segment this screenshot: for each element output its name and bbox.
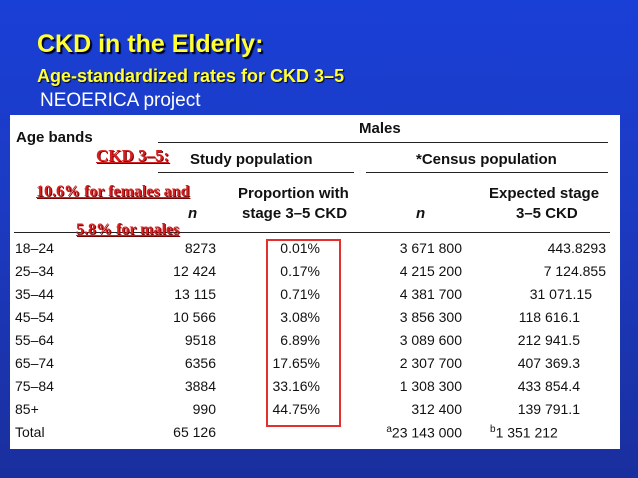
- study-n-cell: 9518: [184, 332, 216, 348]
- age-band-cell: 65–74: [15, 355, 54, 371]
- expected-cell: 212 941.5: [517, 332, 580, 348]
- age-band-cell: 85+: [15, 401, 39, 417]
- total-study-n: 65 126: [173, 424, 216, 440]
- census-n-cell: 4 381 700: [399, 286, 462, 302]
- study-n-cell: 6356: [184, 355, 216, 371]
- females-annotation: 10.6% for females and: [36, 183, 190, 200]
- expected-header-line1: Expected stage: [489, 185, 600, 202]
- slide-title: CKD in the Elderly:: [37, 30, 264, 58]
- proportion-cell: 0.71%: [280, 286, 320, 302]
- study-n-cell: 10 566: [173, 309, 216, 325]
- study-n-cell: 13 115: [174, 286, 216, 302]
- proportion-cell: 0.17%: [280, 263, 320, 279]
- project-name: NEOERICA project: [40, 90, 201, 111]
- expected-cell: 31 071.15: [529, 286, 592, 302]
- census-n-cell: 3 089 600: [399, 332, 462, 348]
- expected-cell: 443.8293: [547, 240, 606, 256]
- census-n-cell: 3 671 800: [399, 240, 462, 256]
- study-n-cell: 3884: [184, 378, 216, 394]
- study-rule: [158, 172, 354, 173]
- males-rule: [158, 142, 608, 143]
- proportion-cell: 0.01%: [280, 240, 320, 256]
- census-rule: [366, 172, 608, 173]
- expected-cell: 139 791.1: [517, 401, 580, 417]
- study-population-header: Study population: [190, 151, 313, 168]
- study-n-cell: 990: [192, 401, 216, 417]
- total-label: Total: [15, 424, 45, 440]
- census-n-cell: 3 856 300: [399, 309, 462, 325]
- study-n-header: n: [188, 205, 198, 222]
- total-expected-value: 1 351 212: [495, 424, 558, 441]
- proportion-cell: 17.65%: [272, 355, 320, 371]
- proportion-cell: 3.08%: [280, 309, 320, 325]
- expected-cell: 433 854.4: [517, 378, 580, 394]
- census-n-cell: 312 400: [411, 401, 462, 417]
- expected-cell: 407 369.3: [517, 355, 580, 371]
- census-n-cell: 4 215 200: [399, 263, 462, 279]
- census-n-header: n: [416, 205, 426, 222]
- census-population-header: *Census population: [416, 151, 557, 168]
- proportion-header-line1: Proportion with: [238, 185, 349, 202]
- age-band-cell: 75–84: [15, 378, 54, 394]
- slide-subtitle: Age-standardized rates for CKD 3–5: [37, 66, 345, 86]
- age-band-cell: 25–34: [15, 263, 54, 279]
- total-expected: b1 351 212: [490, 424, 558, 441]
- study-n-cell: 8273: [184, 240, 216, 256]
- ckd-annotation-label: CKD 3–5:: [96, 146, 170, 165]
- total-census-n-value: 23 143 000: [391, 424, 462, 441]
- age-band-cell: 18–24: [15, 240, 54, 256]
- proportion-cell: 33.16%: [272, 378, 320, 394]
- age-band-cell: 55–64: [15, 332, 54, 348]
- age-band-cell: 35–44: [15, 286, 54, 302]
- proportion-highlight-box: [266, 239, 341, 427]
- table-panel: Age bands Males Study population *Census…: [10, 115, 620, 449]
- expected-header-line2: 3–5 CKD: [516, 205, 578, 222]
- census-n-cell: 1 308 300: [399, 378, 462, 394]
- males-header: Males: [359, 120, 401, 137]
- males-annotation: 5.8% for males: [76, 221, 180, 238]
- age-band-cell: 45–54: [15, 309, 54, 325]
- study-n-cell: 12 424: [173, 263, 216, 279]
- header-bottom-rule: [14, 232, 610, 233]
- age-bands-header: Age bands: [16, 129, 93, 146]
- expected-cell: 7 124.855: [543, 263, 606, 279]
- footnote-marker-b: b: [490, 424, 496, 435]
- proportion-cell: 44.75%: [272, 401, 320, 417]
- footnote-marker-a: a: [386, 424, 392, 435]
- census-n-cell: 2 307 700: [399, 355, 462, 371]
- proportion-header-line2: stage 3–5 CKD: [242, 205, 348, 222]
- total-census-n: a23 143 000: [386, 424, 462, 441]
- proportion-cell: 6.89%: [280, 332, 320, 348]
- expected-cell: 118 616.1: [518, 309, 580, 325]
